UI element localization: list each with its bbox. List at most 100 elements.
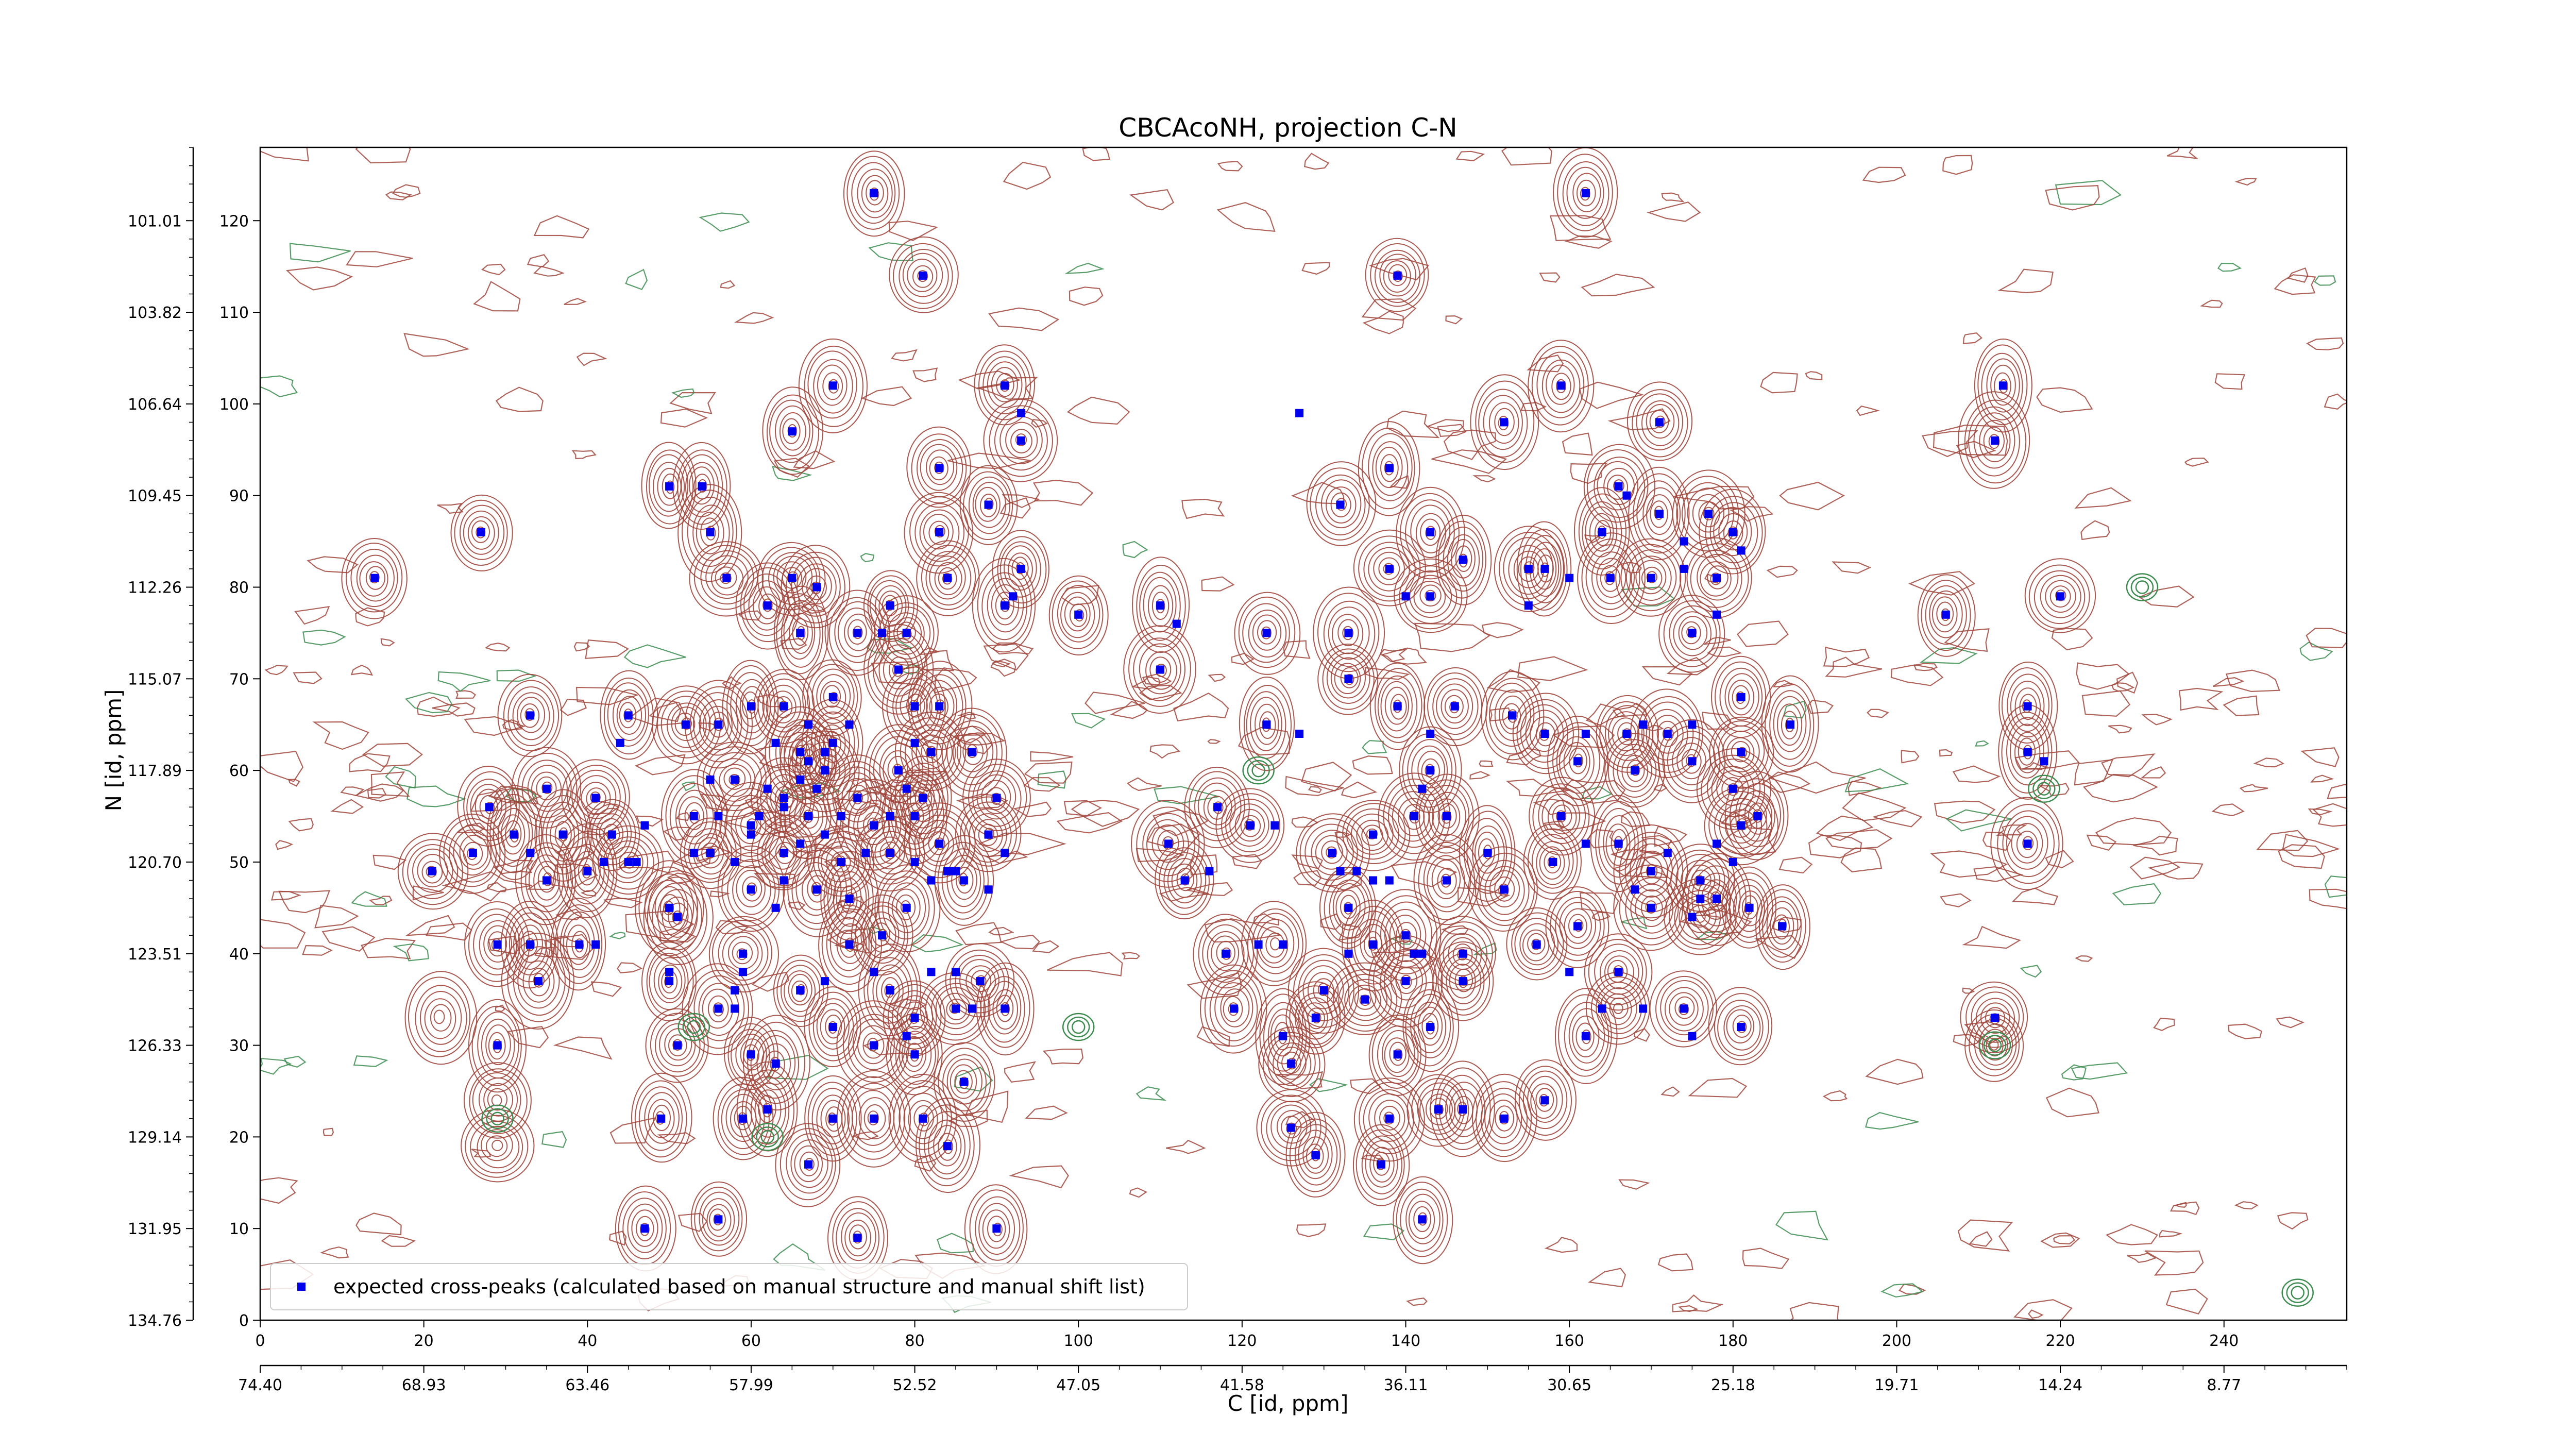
data-point [1688, 913, 1697, 921]
peak-contour-level [555, 904, 603, 984]
peak-contour-level [1396, 1182, 1448, 1257]
peak-contour-level [715, 782, 787, 869]
peak-contour-group [972, 558, 1036, 653]
noise-contour [1469, 771, 1491, 780]
peak-contour-level [1413, 581, 1446, 614]
noise-contour [1901, 750, 1920, 764]
peak-contour-group [715, 782, 787, 869]
peak-contour-group [1317, 644, 1379, 715]
noise-contour [1032, 479, 1094, 506]
noise-contour [957, 712, 976, 720]
peak-contour-level [1707, 565, 1728, 589]
peak-contour-level [1221, 793, 1280, 857]
peak-contour-level [748, 580, 786, 631]
noise-contour [1301, 762, 1352, 792]
peak-contour-level [584, 799, 640, 871]
peak-contour-level [1204, 970, 1262, 1047]
peak-contour-level [1545, 886, 1609, 968]
peak-contour-level [779, 412, 806, 451]
noise-contour [1283, 640, 1311, 659]
peak-contour-group [556, 823, 618, 918]
noise-contour [403, 333, 470, 357]
peak-contour-level [934, 562, 962, 596]
x-secondary-tick-label: 68.93 [402, 1376, 446, 1394]
y-secondary-tick-label: 103.82 [128, 304, 182, 322]
peak-contour-level [1148, 585, 1174, 627]
peak-contour-level [1479, 860, 1530, 921]
peak-contour-level [1530, 1083, 1557, 1119]
data-point [1713, 895, 1721, 903]
data-point [935, 702, 944, 711]
peak-contour-level [1432, 941, 1494, 1021]
data-point [796, 748, 805, 756]
peak-contour-level [873, 637, 923, 703]
peak-contour-level [659, 894, 681, 922]
peak-contour-level [1646, 571, 1658, 583]
peak-contour-level [1368, 1093, 1410, 1142]
peak-contour-level [888, 1073, 957, 1164]
noise-contour [455, 690, 477, 699]
data-point [665, 482, 674, 491]
peak-contour-level [804, 986, 861, 1068]
peak-contour-level [1563, 742, 1590, 782]
peak-contour-level [1400, 974, 1412, 989]
noise-contour [1349, 1078, 1382, 1094]
peak-contour-level [899, 249, 949, 304]
peak-contour-level [692, 504, 730, 561]
peak-contour-level [1436, 683, 1473, 729]
noise-contour [2045, 185, 2100, 211]
peak-contour-level [788, 973, 812, 1006]
peak-contour-level [649, 454, 689, 517]
peak-contour-level [1176, 868, 1195, 891]
noise-contour [2074, 487, 2132, 509]
data-point [796, 775, 805, 784]
noise-contour [1341, 781, 1378, 799]
noise-contour [1154, 786, 1219, 804]
peak-contour-level [650, 1013, 705, 1077]
data-point [1573, 757, 1582, 766]
peak-contour-level [1584, 933, 1653, 1011]
data-point [1622, 491, 1631, 500]
data-point [1680, 537, 1688, 546]
peak-contour-level [631, 1072, 692, 1163]
noise-contour [354, 783, 404, 802]
peak-contour-level [987, 1216, 1006, 1242]
peak-contour-level [562, 831, 615, 912]
peak-contour-level [619, 702, 637, 729]
peak-contour-level [766, 774, 804, 820]
peak-contour-level [1377, 675, 1418, 738]
noise-contour [1840, 847, 1883, 872]
peak-contour-level [1326, 486, 1357, 524]
noise-contour [1544, 1237, 1578, 1253]
peak-contour-level [1523, 823, 1582, 900]
data-point [771, 1059, 780, 1068]
peak-contour-level [1466, 818, 1507, 887]
peak-contour-level [2007, 673, 2050, 737]
y-tick-label: 80 [229, 579, 249, 597]
peak-contour-level [858, 1097, 891, 1140]
peak-contour-level [756, 1035, 796, 1090]
peak-contour-level [829, 917, 867, 971]
data-point [1500, 1114, 1509, 1123]
peak-contour-level [522, 960, 555, 1003]
noise-contour [527, 254, 550, 267]
peak-contour-level [800, 742, 851, 801]
y-tick-label: 10 [229, 1220, 249, 1238]
noise-contour [1391, 861, 1458, 887]
noise-contour [2225, 669, 2280, 693]
data-point [870, 968, 878, 976]
noise-contour [1063, 800, 1102, 817]
noise-contour [1539, 272, 1561, 283]
noise-contour [609, 932, 626, 939]
peak-contour-level [1410, 504, 1451, 558]
noise-contour [1207, 739, 1221, 744]
noise-contour [2055, 180, 2122, 206]
y-tick-label: 30 [229, 1037, 249, 1055]
noise-contour [2080, 520, 2110, 541]
peak-contour-level [1498, 883, 1510, 897]
data-point [870, 821, 878, 830]
peak-contour-level [1527, 1075, 1563, 1123]
noise-contour [1678, 1305, 1699, 1312]
noise-contour [581, 890, 597, 897]
